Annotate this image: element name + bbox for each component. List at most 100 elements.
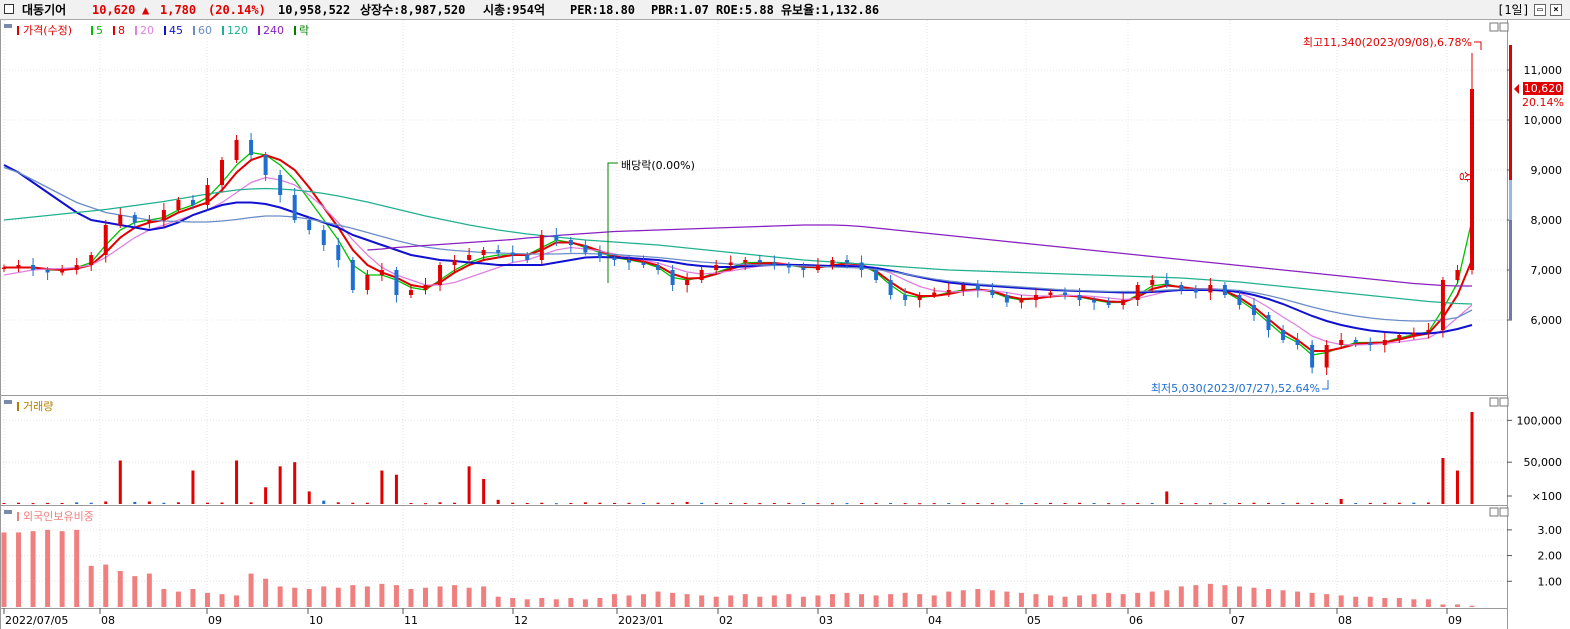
select-checkbox[interactable] (4, 4, 14, 14)
foreign-bar (757, 596, 763, 607)
candle-body (89, 255, 94, 265)
period-selector[interactable]: [1일] (1497, 3, 1530, 17)
legend-price: 가격(수정) (23, 24, 72, 37)
price-panel-maximize-icon[interactable] (1499, 22, 1509, 32)
candle-body (220, 160, 225, 185)
candle-body (888, 280, 893, 295)
legend-ma-120: 120 (227, 24, 248, 37)
change-value: 1,780 (160, 3, 197, 17)
current-pct-tag-label: 20.14% (1522, 96, 1564, 109)
ma-line-120 (3, 187, 1473, 305)
candlesticks (2, 53, 1474, 375)
foreign-bar (1440, 604, 1446, 607)
candle-body (263, 155, 268, 175)
change-arrow: ▲ (142, 3, 150, 17)
volume-bar (845, 503, 849, 505)
volume-bar (714, 502, 718, 504)
volume-bar (409, 502, 413, 504)
foreign-panel-minimize-icon[interactable] (1489, 507, 1499, 517)
candle-body (190, 200, 195, 205)
volume-value: 10,958,522 (278, 3, 351, 17)
foreign-bar (408, 589, 414, 607)
volume-bar (758, 503, 762, 505)
grid-lines (0, 20, 1507, 608)
volume-bar (1237, 502, 1241, 504)
volume-bar (176, 502, 180, 504)
candle-body (1092, 300, 1097, 303)
foreign-bar (1033, 594, 1039, 607)
foreign-title: 외국인보유비중 (23, 510, 94, 523)
volume-bar (540, 502, 544, 504)
price-legend: 가격(수정) 5 8 20 45 60 120 240 락 (4, 24, 309, 37)
current-price-tag-label: 10,620 (1524, 82, 1563, 95)
close-icon[interactable]: × (1550, 4, 1562, 16)
price-tick-label: 9,000 (1531, 164, 1563, 177)
volume-bar (89, 502, 93, 504)
candle-body (612, 257, 617, 260)
volume-bar (1470, 412, 1474, 504)
foreign-bar (582, 599, 588, 607)
candle-body (525, 255, 530, 260)
volume-bar (293, 462, 297, 504)
candle-body (1106, 302, 1111, 305)
candle-body (656, 265, 661, 270)
volume-panel-maximize-icon[interactable] (1499, 397, 1509, 407)
current-price: 10,620 (92, 3, 136, 17)
foreign-bar (553, 599, 559, 607)
volume-bar (612, 502, 616, 504)
volume-bar (133, 501, 137, 504)
candle-body (786, 265, 791, 268)
candle-body (975, 285, 980, 290)
foreign-bar (1135, 592, 1141, 607)
volume-bar (1325, 502, 1329, 504)
candle-body (583, 245, 588, 253)
foreign-bar (902, 592, 908, 607)
volume-bar (1267, 502, 1271, 504)
foreign-bar (393, 585, 399, 607)
volume-panel-minimize-icon[interactable] (1489, 397, 1499, 407)
candle-body (16, 265, 21, 268)
price-panel-minimize-icon[interactable] (1489, 22, 1499, 32)
foreign-bar (350, 585, 356, 607)
date-tick-label: 08 (101, 614, 115, 627)
candle-body (743, 260, 748, 263)
candle-body (60, 270, 65, 273)
foreign-bar (800, 596, 806, 607)
candle-body (626, 260, 631, 263)
foreign-bar (74, 529, 80, 607)
candle-body (1237, 295, 1242, 305)
volume-bar (787, 502, 791, 504)
candle-body (31, 265, 36, 270)
volume-bar (147, 501, 151, 504)
foreign-bar (1106, 592, 1112, 607)
volume-bar (1019, 503, 1023, 505)
foreign-bar (1309, 592, 1315, 607)
high-label: 최고11,340(2023/09/08),6.78% (1303, 36, 1472, 49)
foreign-bar (219, 594, 225, 607)
volume-tick-label: ×100 (1532, 490, 1562, 503)
foreign-bar (45, 529, 51, 607)
foreign-bar (655, 591, 661, 607)
foreign-panel-maximize-icon[interactable] (1499, 507, 1509, 517)
foreign-bar (1382, 598, 1388, 607)
foreign-bar (989, 590, 995, 607)
foreign-bar (626, 595, 632, 607)
change-percent: (20.14%) (208, 3, 266, 17)
candle-body (2, 267, 6, 269)
legend-ma-240: 240 (263, 24, 284, 37)
high-annotation: 최고11,340(2023/09/08),6.78% (1303, 36, 1482, 50)
volume-bar (205, 502, 209, 504)
candle-body (1353, 340, 1358, 343)
foreign-bar (263, 578, 269, 607)
volume-bar (1179, 502, 1183, 504)
candle-body (118, 215, 123, 225)
foreign-bar (1164, 590, 1170, 607)
date-tick-label: 04 (928, 614, 942, 627)
foreign-bar (742, 594, 748, 607)
foreign-bar (423, 587, 429, 607)
candle-body (815, 265, 820, 270)
stock-chart: 가격(수정) 5 8 20 45 60 120 240 락 배당락(0.00%) 최고11,3… (0, 20, 1570, 629)
foreign-bar (1149, 591, 1155, 607)
maximize-icon[interactable]: ▭ (1534, 4, 1546, 16)
foreign-bar (946, 591, 952, 607)
